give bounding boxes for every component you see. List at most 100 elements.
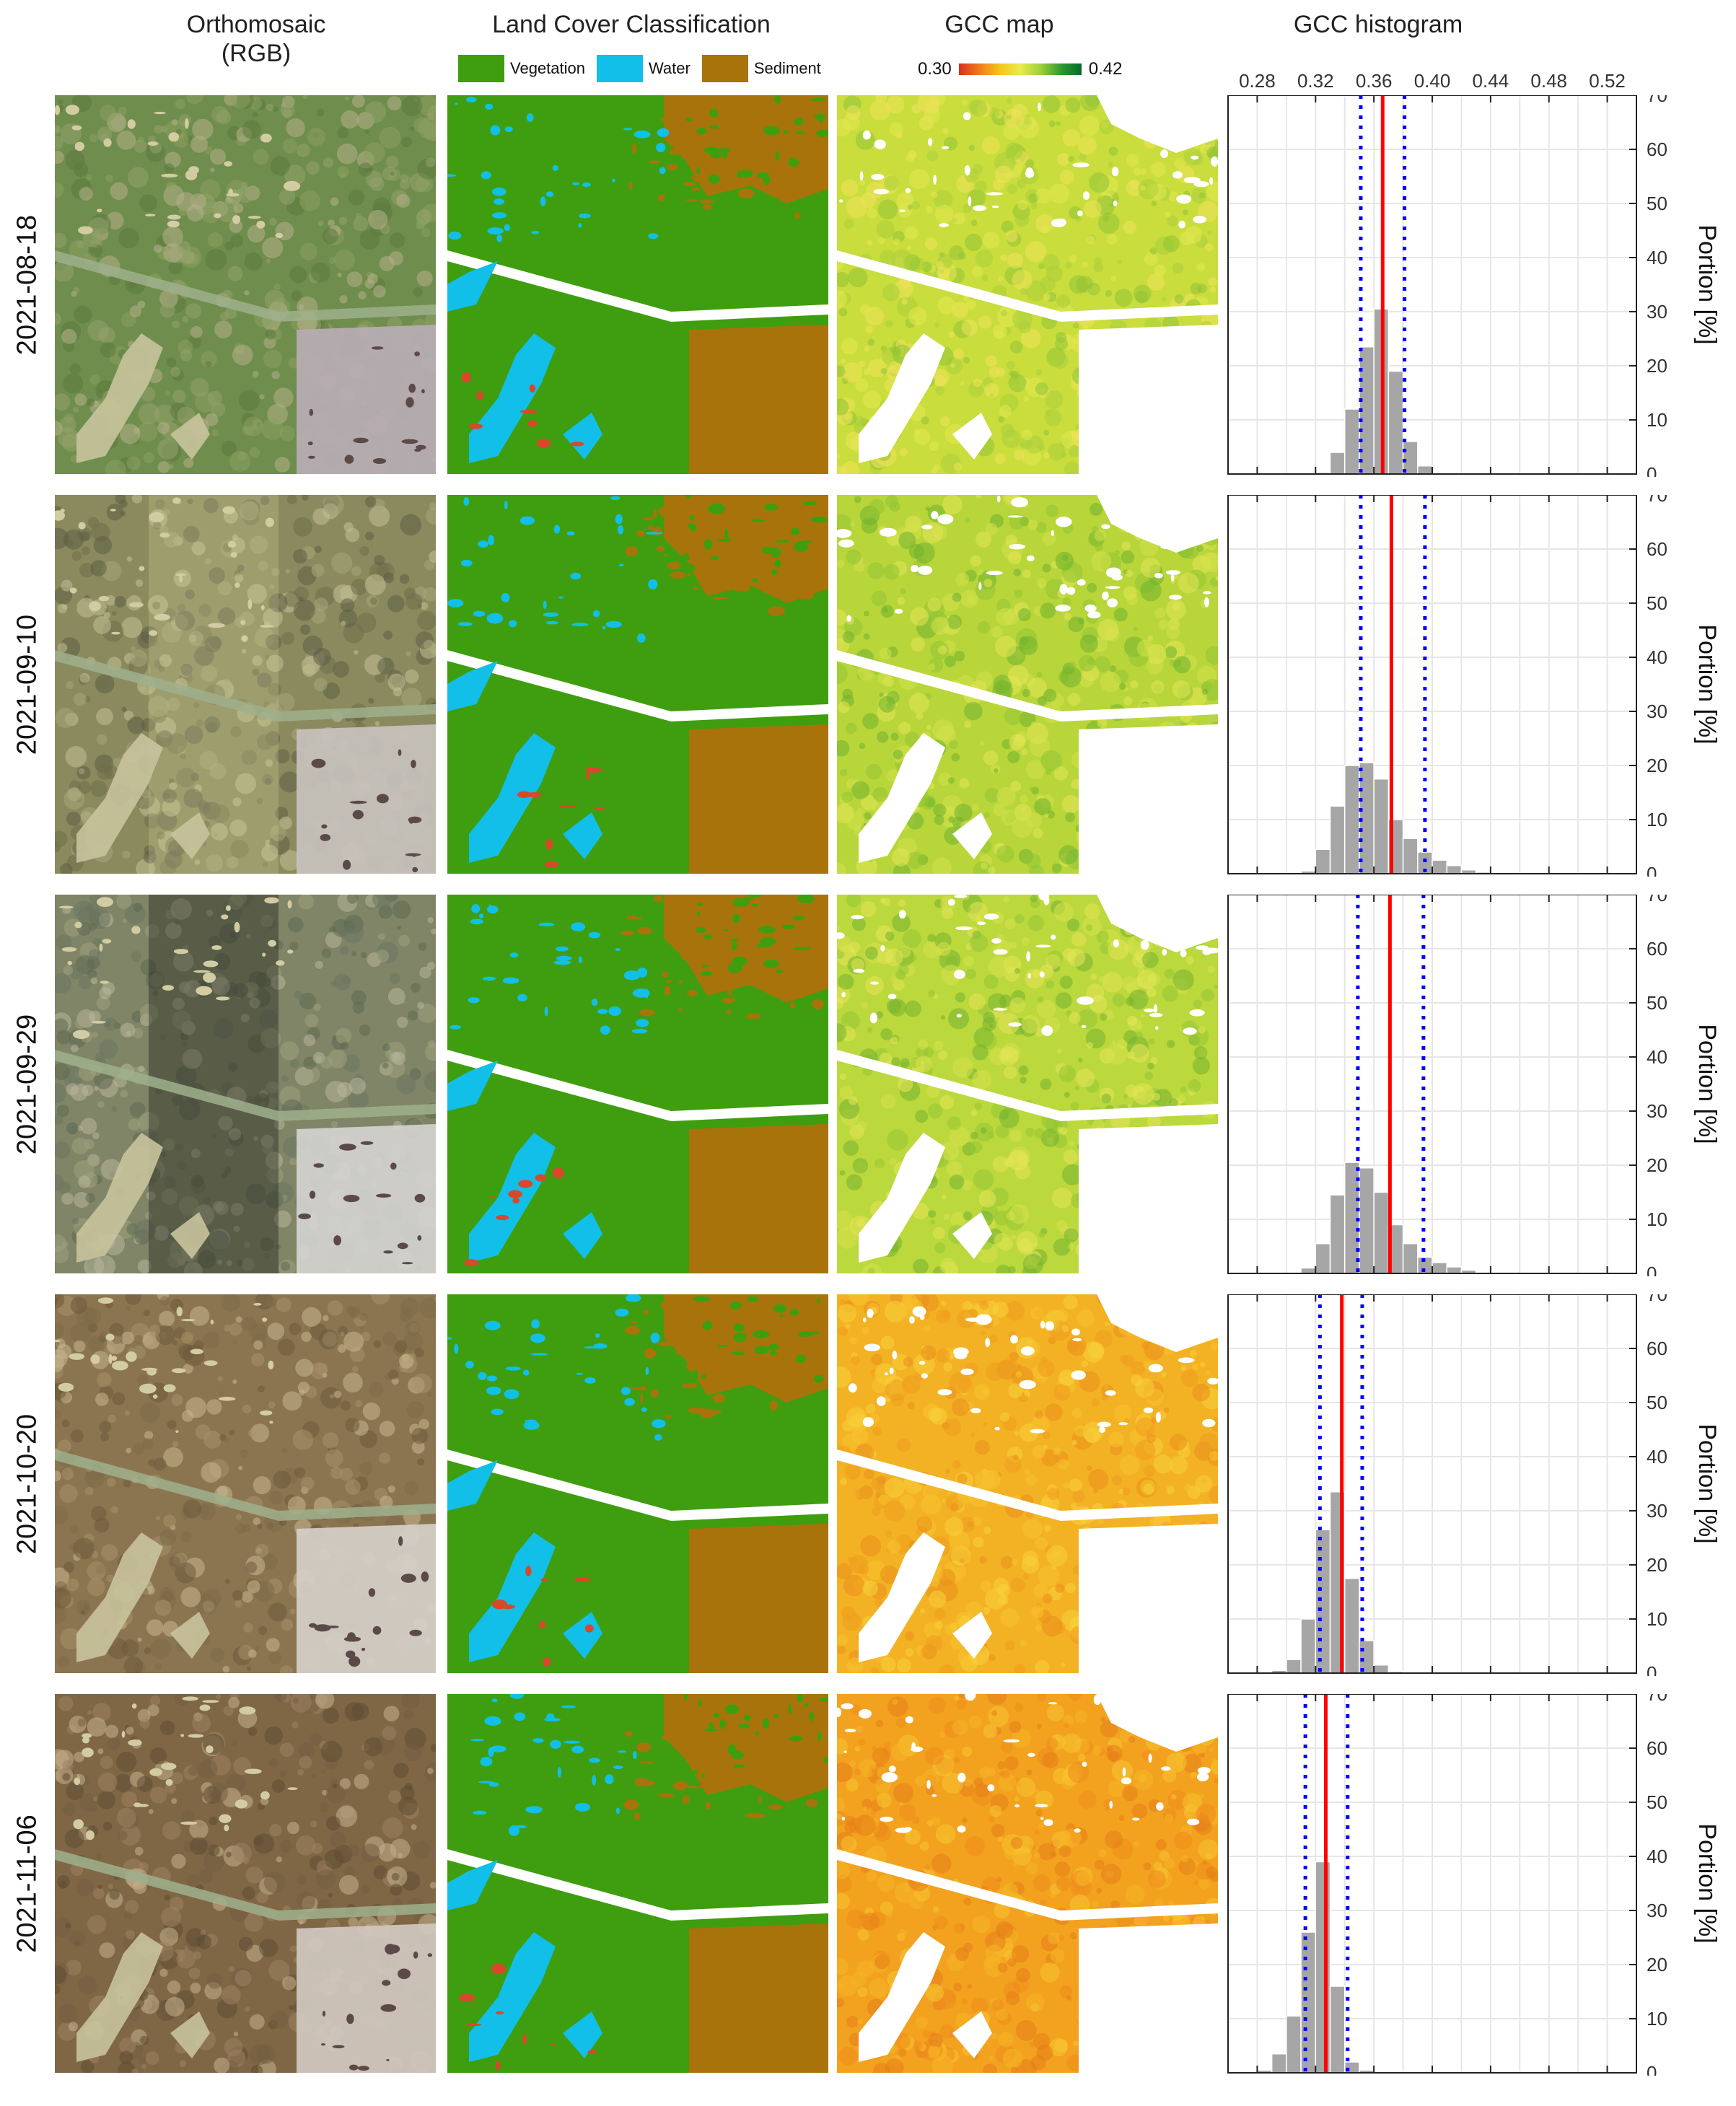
- histogram-bar: [1402, 838, 1419, 874]
- y-tick-label: 0: [1647, 1263, 1657, 1276]
- y-tick-label: 60: [1647, 938, 1667, 960]
- x-tick-label: 0.40: [1414, 70, 1451, 92]
- histogram-bar: [1329, 1194, 1346, 1274]
- colorbar-min-label: 0.30: [918, 59, 952, 79]
- y-tick-label: 10: [1647, 2008, 1667, 2030]
- y-axis-label: Portion [%]: [1693, 624, 1721, 744]
- y-tick-label: 30: [1647, 1500, 1667, 1522]
- y-tick-label: 20: [1647, 1554, 1667, 1576]
- x-tick-label: 0.32: [1297, 70, 1334, 92]
- histogram-bar: [1329, 452, 1346, 475]
- y-tick-label: 50: [1647, 1791, 1667, 1813]
- y-tick-label: 60: [1647, 139, 1667, 160]
- y-tick-label: 20: [1647, 1954, 1667, 1975]
- y-tick-label: 40: [1647, 1046, 1667, 1068]
- gcc-map-image: [837, 1294, 1218, 1673]
- histogram-bar: [1315, 1529, 1331, 1674]
- histogram-bar: [1402, 1243, 1419, 1274]
- histogram-bar: [1432, 1262, 1447, 1274]
- gcc-histogram-panel: 0 10 20 30 40 50 60 70 Portion [%]: [1227, 95, 1721, 477]
- histogram-bar: [1359, 1167, 1375, 1274]
- histogram-bar: [1417, 465, 1433, 475]
- y-tick-label: 50: [1647, 592, 1667, 614]
- y-tick-label: 20: [1647, 1154, 1667, 1176]
- gcc-map-image: [837, 495, 1218, 874]
- y-tick-label: 30: [1647, 301, 1667, 323]
- histogram-bar: [1432, 859, 1447, 874]
- histogram-bar: [1373, 1191, 1390, 1274]
- y-tick-label: 30: [1647, 1900, 1667, 1921]
- land-cover-classification-map: [447, 1694, 828, 2073]
- gcc-histogram-panel: 0 10 20 30 40 50 60 70 Portion [%]: [1227, 895, 1721, 1276]
- y-tick-label: 50: [1647, 193, 1667, 214]
- y-tick-label: 30: [1647, 1100, 1667, 1122]
- histogram-bar: [1329, 1986, 1346, 2074]
- y-tick-label: 40: [1647, 1846, 1667, 1867]
- legend-sediment: Sediment: [701, 55, 821, 82]
- gcc-map-column-title: GCC map: [944, 11, 1054, 38]
- legend-sediment-label: Sediment: [753, 59, 821, 77]
- rgb-title-line1: Orthomosaic: [186, 11, 326, 38]
- y-tick-label: 50: [1647, 992, 1667, 1014]
- rgb-column-title: Orthomosaic (RGB): [126, 10, 386, 68]
- gcc-map-image: [837, 1694, 1218, 2073]
- land-cover-classification-map: [447, 1294, 828, 1673]
- y-tick-label: 40: [1647, 247, 1667, 268]
- classification-column-title: Land Cover Classification: [492, 11, 771, 38]
- histogram-bar: [1343, 408, 1360, 475]
- histogram-bar: [1315, 848, 1331, 874]
- y-tick-label: 10: [1647, 409, 1667, 431]
- rgb-orthomosaic-image: [55, 895, 436, 1273]
- histogram-bar: [1315, 1861, 1331, 2074]
- gcc-colorbar: 0.30 0.42: [918, 59, 1122, 79]
- x-tick-label: 0.36: [1356, 70, 1393, 92]
- y-tick-label: 0: [1647, 863, 1657, 877]
- x-tick-labels: 0.28 0.32 0.36 0.40 0.44 0.48 0.52: [1239, 70, 1626, 92]
- y-axis-label: Portion [%]: [1693, 1423, 1721, 1543]
- y-tick-label: 10: [1647, 1208, 1667, 1230]
- gcc-histogram-panel: 0 10 20 30 40 50 60 70 Portion [%]: [1227, 1694, 1721, 2076]
- histogram-bar: [1446, 1266, 1463, 1274]
- histogram-bar: [1329, 805, 1346, 874]
- histogram-bar: [1446, 865, 1463, 874]
- gcc-map-image: [837, 895, 1218, 1273]
- gcc-histogram-column-title: GCC histogram: [1293, 11, 1463, 38]
- legend-water: Water: [596, 55, 691, 82]
- colorbar-max-label: 0.42: [1088, 59, 1123, 79]
- histogram-bar: [1286, 1659, 1302, 1674]
- y-tick-label: 40: [1647, 646, 1667, 668]
- x-tick-label: 0.28: [1239, 70, 1276, 92]
- y-tick-label: 0: [1647, 2062, 1657, 2076]
- water-swatch: [596, 55, 643, 82]
- x-tick-label: 0.44: [1473, 70, 1509, 92]
- y-tick-label: 10: [1647, 809, 1667, 830]
- gcc-histogram-panel: 0 10 20 30 40 50 60 70 Portion [%]: [1227, 1294, 1721, 1676]
- histogram-bar: [1343, 1578, 1360, 1674]
- histogram-bar: [1286, 2015, 1302, 2074]
- y-tick-label: 70: [1647, 95, 1667, 106]
- y-tick-label: 20: [1647, 755, 1667, 776]
- y-tick-label: 70: [1647, 895, 1667, 905]
- histogram-bar: [1343, 765, 1360, 874]
- histogram-bar: [1373, 1664, 1390, 1674]
- y-tick-label: 30: [1647, 701, 1667, 722]
- y-tick-label: 70: [1647, 1294, 1667, 1305]
- land-cover-classification-map: [447, 95, 828, 474]
- histogram-bar: [1315, 1243, 1331, 1274]
- y-tick-label: 70: [1647, 1694, 1667, 1705]
- y-tick-label: 50: [1647, 1392, 1667, 1413]
- legend-vegetation-label: Vegetation: [510, 59, 585, 77]
- x-tick-label: 0.48: [1530, 70, 1567, 92]
- land-cover-legend: Vegetation Water Sediment: [458, 55, 833, 82]
- x-tick-label: 0.52: [1589, 70, 1626, 92]
- land-cover-classification-map: [447, 495, 828, 874]
- y-tick-label: 10: [1647, 1608, 1667, 1630]
- rgb-orthomosaic-image: [55, 495, 436, 874]
- legend-water-label: Water: [648, 59, 691, 77]
- y-axis-label: Portion [%]: [1693, 1024, 1721, 1144]
- rgb-orthomosaic-image: [55, 1694, 436, 2073]
- y-tick-label: 40: [1647, 1446, 1667, 1467]
- y-tick-label: 60: [1647, 1338, 1667, 1359]
- y-tick-label: 60: [1647, 538, 1667, 560]
- legend-vegetation: Vegetation: [458, 55, 585, 82]
